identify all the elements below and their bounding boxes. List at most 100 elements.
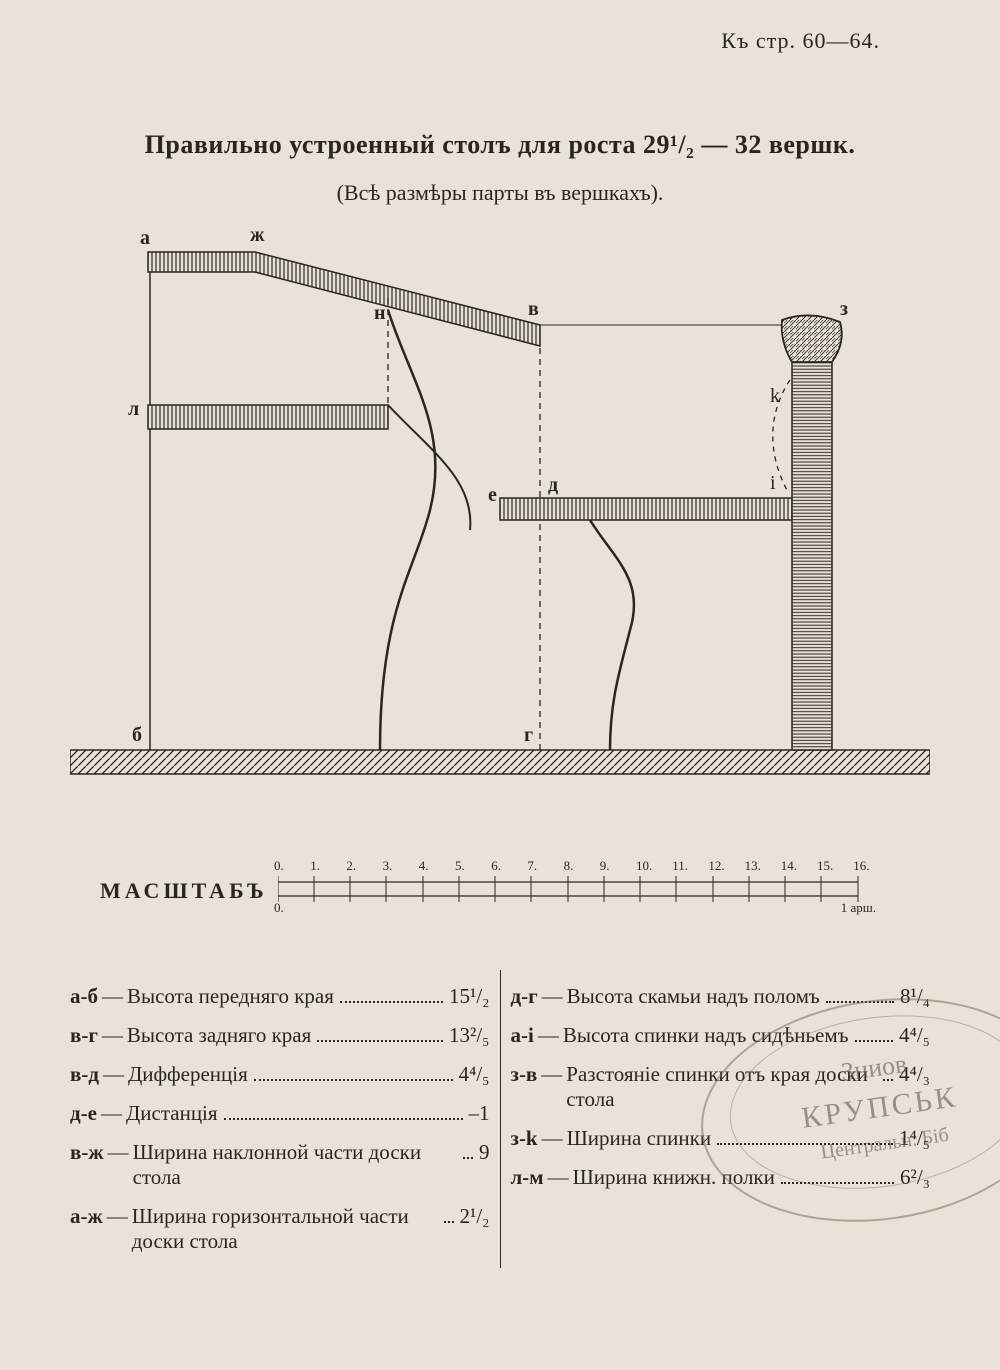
legend-value: 4⁴/₅ — [459, 1062, 490, 1087]
legend-dots — [254, 1079, 453, 1081]
legend-row: а-б—Высота передняго края15¹/₂ — [70, 984, 490, 1009]
legend-row: д-г—Высота скамьи надъ поломъ 8¹/₄ — [511, 984, 931, 1009]
scale-tick: 14. — [781, 858, 797, 874]
legend-dots — [444, 1221, 454, 1223]
legend-dash: — — [98, 1023, 127, 1048]
legend-desc: Высота спинки надъ сидѣньемъ — [563, 1023, 849, 1048]
legend-dash: — — [103, 1204, 132, 1229]
legend-desc: Ширина наклонной части доски стола — [133, 1140, 457, 1190]
legend-dots — [463, 1157, 473, 1159]
legend-dash: — — [99, 1062, 128, 1087]
legend-dash: — — [538, 984, 567, 1009]
label-i: i — [770, 472, 776, 495]
legend-dots — [224, 1118, 463, 1120]
legend-dash: — — [538, 1126, 567, 1151]
legend-row: а-i—Высота спинки надъ сидѣньемъ 4⁴/₅ — [511, 1023, 931, 1048]
legend-key: з-в — [511, 1062, 538, 1087]
label-l: л — [128, 398, 139, 421]
legend-value: 9 — [479, 1140, 490, 1165]
legend-table: а-б—Высота передняго края15¹/₂в-г—Высота… — [60, 970, 940, 1268]
legend-value: 6²/₃ — [900, 1165, 930, 1190]
legend-desc: Высота задняго края — [127, 1023, 311, 1048]
legend-key: в-д — [70, 1062, 99, 1087]
legend-key: л-м — [511, 1165, 544, 1190]
scale-tick: 10. — [636, 858, 652, 874]
scale-tick: 1. — [310, 858, 320, 874]
legend-value: 4⁴/₅ — [899, 1023, 930, 1048]
legend-dots — [717, 1143, 893, 1145]
legend-dots — [781, 1182, 894, 1184]
scale-label: МАСШТАБЪ — [100, 878, 268, 904]
legend-desc: Высота передняго края — [127, 984, 334, 1009]
legend-value: 4⁴/₃ — [899, 1062, 930, 1087]
label-n: н — [374, 302, 386, 325]
scale-tick: 7. — [527, 858, 537, 874]
legend-dots — [855, 1040, 894, 1042]
legend-dash: — — [534, 1023, 563, 1048]
legend-row: з-в—Разстояніе спинки отъ края доски сто… — [511, 1062, 931, 1112]
label-v: в — [528, 298, 539, 321]
scale-ruler: 0.1.2.3.4.5.6.7.8.9.10.11.12.13.14.15.16… — [278, 856, 868, 916]
label-e: е — [488, 484, 497, 507]
legend-dash: — — [97, 1101, 126, 1126]
legend-desc: Разстояніе спинки отъ края доски стола — [566, 1062, 877, 1112]
page-reference: Къ стр. 60—64. — [721, 28, 880, 54]
legend-key: в-г — [70, 1023, 98, 1048]
label-zh: ж — [250, 224, 265, 247]
legend-key: а-i — [511, 1023, 534, 1048]
legend-row: л-м—Ширина книжн. полки 6²/₃ — [511, 1165, 931, 1190]
scale-right: 1 арш. — [841, 900, 876, 916]
scale-left: 0. — [274, 900, 284, 916]
legend-key: в-ж — [70, 1140, 104, 1165]
legend-col-left: а-б—Высота передняго края15¹/₂в-г—Высота… — [60, 970, 501, 1268]
legend-row: д-е—Дистанція –1 — [70, 1101, 490, 1126]
legend-dash: — — [537, 1062, 566, 1087]
legend-desc: Дистанція — [126, 1101, 218, 1126]
legend-row: в-г—Высота задняго края 13²/₅ — [70, 1023, 490, 1048]
legend-value: 1⁴/₅ — [899, 1126, 930, 1151]
legend-key: а-ж — [70, 1204, 103, 1229]
page-subtitle: (Всѣ размѣры парты въ вершкахъ). — [0, 180, 1000, 206]
legend-desc: Ширина горизонтальной части доски стола — [132, 1204, 438, 1254]
legend-desc: Ширина книжн. полки — [573, 1165, 775, 1190]
label-g: г — [524, 724, 533, 747]
scale-tick: 2. — [346, 858, 356, 874]
legend-row: в-ж—Ширина наклонной части доски стола 9 — [70, 1140, 490, 1190]
legend-value: –1 — [469, 1101, 490, 1126]
legend-desc: Дифференція — [128, 1062, 248, 1087]
legend-desc: Высота скамьи надъ поломъ — [567, 984, 820, 1009]
desk-diagram: а ж в з н л k i е д б г — [70, 230, 930, 790]
page-title: Правильно устроенный столъ для роста 29¹… — [0, 130, 1000, 160]
legend-row: а-ж—Ширина горизонтальной части доски ст… — [70, 1204, 490, 1254]
scale-tick: 4. — [419, 858, 429, 874]
label-b: б — [132, 724, 142, 747]
scale-tick: 3. — [383, 858, 393, 874]
scale-tick: 8. — [564, 858, 574, 874]
scale-tick: 15. — [817, 858, 833, 874]
scale-tick: 9. — [600, 858, 610, 874]
label-k: k — [770, 385, 780, 408]
legend-value: 8¹/₄ — [900, 984, 930, 1009]
scale-tick: 12. — [708, 858, 724, 874]
label-a: а — [140, 227, 150, 250]
legend-key: з-k — [511, 1126, 538, 1151]
legend-dash: — — [544, 1165, 573, 1190]
legend-dash: — — [104, 1140, 133, 1165]
label-d: д — [548, 474, 558, 497]
legend-dots — [883, 1079, 893, 1081]
scale-tick: 6. — [491, 858, 501, 874]
label-z: з — [840, 298, 848, 321]
scale-tick: 16. — [853, 858, 869, 874]
legend-key: д-е — [70, 1101, 97, 1126]
legend-dash: — — [98, 984, 127, 1009]
legend-key: а-б — [70, 984, 98, 1009]
legend-col-right: д-г—Высота скамьи надъ поломъ8¹/₄а-i—Выс… — [501, 970, 941, 1268]
legend-value: 13²/₅ — [449, 1023, 489, 1048]
legend-row: з-k—Ширина спинки 1⁴/₅ — [511, 1126, 931, 1151]
scale-tick: 5. — [455, 858, 465, 874]
legend-key: д-г — [511, 984, 538, 1009]
legend-desc: Ширина спинки — [567, 1126, 711, 1151]
scale-tick: 11. — [672, 858, 688, 874]
legend-row: в-д—Дифференція 4⁴/₅ — [70, 1062, 490, 1087]
legend-dots — [317, 1040, 443, 1042]
